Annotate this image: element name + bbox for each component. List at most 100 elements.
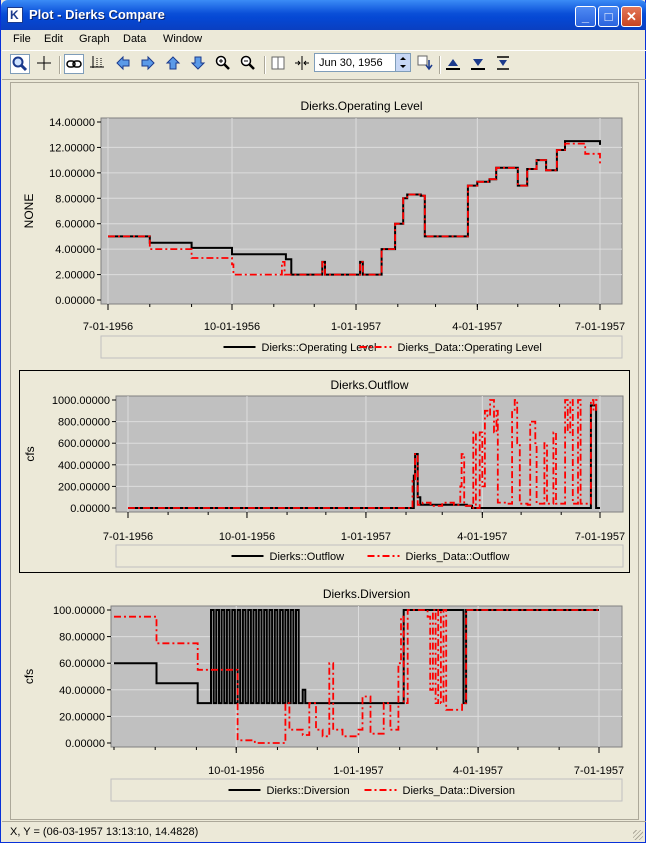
y-tick-label: 40.00000 xyxy=(59,685,105,697)
maximize-button[interactable]: □ xyxy=(598,6,619,27)
plot-area xyxy=(10,82,639,820)
x-tick-label: 7-01-1957 xyxy=(575,531,625,543)
arrow-down-icon xyxy=(190,56,206,70)
app-icon[interactable]: K xyxy=(7,7,23,23)
split-view-icon xyxy=(271,56,285,70)
series-line-1[interactable] xyxy=(114,609,599,705)
chart-title: Dierks.Outflow xyxy=(330,378,408,392)
scroll-left-button[interactable] xyxy=(114,54,134,74)
y-tick-label: 80.00000 xyxy=(59,632,105,644)
scroll-down-button[interactable] xyxy=(189,54,209,74)
y-axis-label: cfs xyxy=(23,446,37,461)
y-tick-label: 0.00000 xyxy=(70,503,110,515)
menu-data[interactable]: Data xyxy=(123,33,147,45)
x-tick-label: 1-01-1957 xyxy=(333,765,383,777)
y-tick-label: 0.00000 xyxy=(65,738,105,750)
x-tick-label: 1-01-1957 xyxy=(331,321,381,333)
zoom-in-icon xyxy=(215,55,230,70)
x-tick-label: 7-01-1956 xyxy=(103,531,153,543)
maximize-icon: □ xyxy=(604,9,613,24)
y-tick-label: 0.00000 xyxy=(55,295,95,307)
x-tick-label: 4-01-1957 xyxy=(457,531,507,543)
toolbar-separator xyxy=(439,56,441,74)
scroll-right-button[interactable] xyxy=(139,54,159,74)
calendar-arrow-icon xyxy=(417,55,433,71)
menu-edit[interactable]: Edit xyxy=(44,33,63,45)
series-line-2[interactable] xyxy=(114,609,599,744)
x-tick-label: 7-01-1957 xyxy=(574,765,624,777)
zoom-out-icon xyxy=(240,55,255,70)
spinner-arrows-icon xyxy=(400,57,406,68)
split-view-button[interactable] xyxy=(269,54,289,74)
window-title: Plot - Dierks Compare xyxy=(29,7,165,22)
y-tick-label: 400.00000 xyxy=(58,460,110,472)
plot-background[interactable] xyxy=(100,117,623,305)
y-tick-label: 4.00000 xyxy=(55,244,95,256)
scroll-up-button[interactable] xyxy=(164,54,184,74)
y-tick-label: 100.00000 xyxy=(53,605,105,617)
chart-title: Dierks.Operating Level xyxy=(300,99,422,113)
status-bar: X, Y = (06-03-1957 13:13:10, 14.4828) xyxy=(2,821,646,843)
toolbar-separator xyxy=(59,56,61,74)
zoom-out-button[interactable] xyxy=(239,54,259,74)
close-button[interactable]: ✕ xyxy=(621,6,642,27)
x-tick-label: 10-01-1956 xyxy=(204,321,260,333)
collapse-time-button[interactable] xyxy=(293,54,313,74)
toolbar xyxy=(2,50,646,80)
legend-label-2: Dierks_Data::Outflow xyxy=(406,551,510,563)
stack-icon xyxy=(497,56,509,70)
legend-label-1: Dierks::Outflow xyxy=(270,551,345,563)
outflow-chart[interactable]: Dierks.Outflow 1000.00000 800.00000 600.000… xyxy=(20,371,629,572)
x-tick-label: 10-01-1956 xyxy=(219,531,275,543)
series-line-2[interactable] xyxy=(108,142,601,276)
menu-graph[interactable]: Graph xyxy=(79,33,110,45)
chart-panel-diversion[interactable]: Dierks.Diversion 100.00000 80.00000 60.0000… xyxy=(19,581,630,811)
y-tick-label: 2.00000 xyxy=(55,270,95,282)
chart-title: Dierks.Diversion xyxy=(323,587,410,601)
menu-window[interactable]: Window xyxy=(163,33,203,45)
app-icon-letter: K xyxy=(10,8,19,22)
minimize-button[interactable]: _ xyxy=(575,6,596,27)
cursor-coordinates: X, Y = (06-03-1957 13:13:10, 14.4828) xyxy=(10,826,199,838)
resize-grip-icon[interactable] xyxy=(633,830,643,840)
chain-link-icon xyxy=(66,60,82,68)
menu-bar: File Edit Graph Data Window xyxy=(2,30,646,50)
zoom-in-button[interactable] xyxy=(214,54,234,74)
stack-plots-button[interactable] xyxy=(494,54,514,74)
align-top-button[interactable] xyxy=(444,54,464,74)
x-tick-label: 4-01-1957 xyxy=(453,765,503,777)
date-spinner[interactable] xyxy=(395,54,410,71)
y-tick-label: 8.00000 xyxy=(55,193,95,205)
y-tick-label: 10.00000 xyxy=(49,168,95,180)
chart-panel-outflow[interactable]: Dierks.Outflow 1000.00000 800.00000 600.000… xyxy=(19,370,630,573)
align-bottom-button[interactable] xyxy=(469,54,489,74)
chart-panel-operating-level[interactable]: Dierks.Operating Level 14.00000 12.00000 10… xyxy=(19,90,630,362)
y-axis-label: NONE xyxy=(22,194,36,229)
axes-button[interactable] xyxy=(88,54,108,74)
plot-background[interactable] xyxy=(110,605,623,748)
date-apply-button[interactable] xyxy=(416,54,436,74)
y-tick-label: 800.00000 xyxy=(58,417,110,429)
zoom-tool-button[interactable] xyxy=(10,54,30,74)
series-line-2[interactable] xyxy=(128,399,600,509)
diversion-chart[interactable]: Dierks.Diversion 100.00000 80.00000 60.0000… xyxy=(19,581,630,811)
plot-background[interactable] xyxy=(115,395,624,513)
x-tick-label: 7-01-1956 xyxy=(83,321,133,333)
legend-label-1: Dierks::Diversion xyxy=(267,785,350,797)
menu-file[interactable]: File xyxy=(13,33,31,45)
crosshair-icon xyxy=(37,56,51,70)
y-tick-label: 6.00000 xyxy=(55,219,95,231)
y-tick-label: 60.00000 xyxy=(59,658,105,670)
arrow-left-icon xyxy=(116,55,130,71)
axes-icon xyxy=(90,56,104,68)
title-bar[interactable]: K Plot - Dierks Compare _ □ ✕ xyxy=(1,0,646,30)
align-top-icon xyxy=(446,59,460,70)
link-axes-button[interactable] xyxy=(64,54,84,74)
crosshair-tool-button[interactable] xyxy=(35,54,55,74)
operating-level-chart[interactable]: Dierks.Operating Level 14.00000 12.00000 10… xyxy=(19,90,630,362)
magnifier-icon xyxy=(12,56,28,72)
y-tick-label: 20.00000 xyxy=(59,711,105,723)
x-tick-label: 7-01-1957 xyxy=(575,321,625,333)
date-field[interactable]: Jun 30, 1956 xyxy=(314,53,411,72)
